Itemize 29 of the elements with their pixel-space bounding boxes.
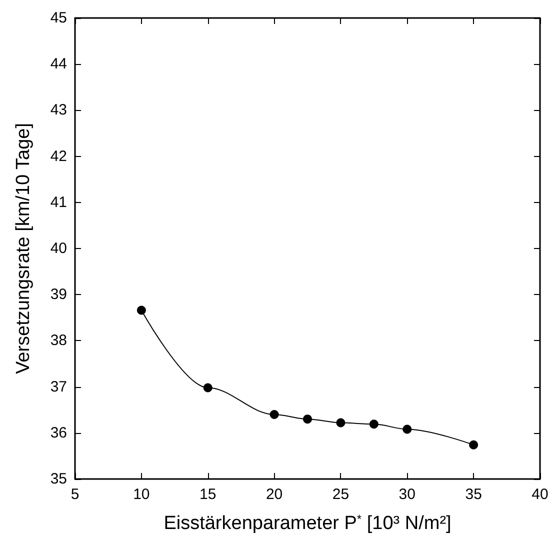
x-tick-label: 35 — [465, 486, 482, 503]
point — [136, 306, 146, 315]
x-tick-label: 5 — [70, 486, 80, 503]
x-tick-label: 40 — [532, 486, 548, 503]
y-tick-label: 41 — [50, 194, 67, 211]
x-axis-title: Eisstärkenparameter P* [10³ N/m²] — [164, 512, 452, 534]
y-tick-label: 44 — [50, 56, 67, 73]
y-tick-label: 42 — [50, 148, 67, 165]
x-tick-label: 15 — [200, 486, 216, 503]
x-tick-label: 10 — [133, 486, 150, 503]
point — [469, 440, 478, 450]
x-tick-label: 25 — [332, 486, 350, 503]
point — [369, 420, 378, 429]
y-tick-label: 40 — [50, 240, 67, 257]
x-tick-label: 20 — [266, 486, 283, 503]
x-tick-label: 30 — [398, 486, 416, 503]
y-tick-label: 39 — [50, 286, 67, 304]
y-tick-label: 38 — [50, 332, 67, 350]
y-axis-title: Versetzungsrate [km/10 Tage] — [13, 122, 34, 374]
point — [402, 424, 412, 434]
y-tick-label: 45 — [50, 10, 67, 26]
y-tick-label: 35 — [50, 470, 67, 488]
point — [336, 418, 346, 428]
point — [303, 414, 312, 424]
y-tick-label: 37 — [50, 378, 67, 396]
y-tick-label: 36 — [50, 424, 67, 442]
y-tick-label: 43 — [50, 102, 67, 119]
point — [203, 383, 212, 392]
point — [270, 410, 279, 419]
